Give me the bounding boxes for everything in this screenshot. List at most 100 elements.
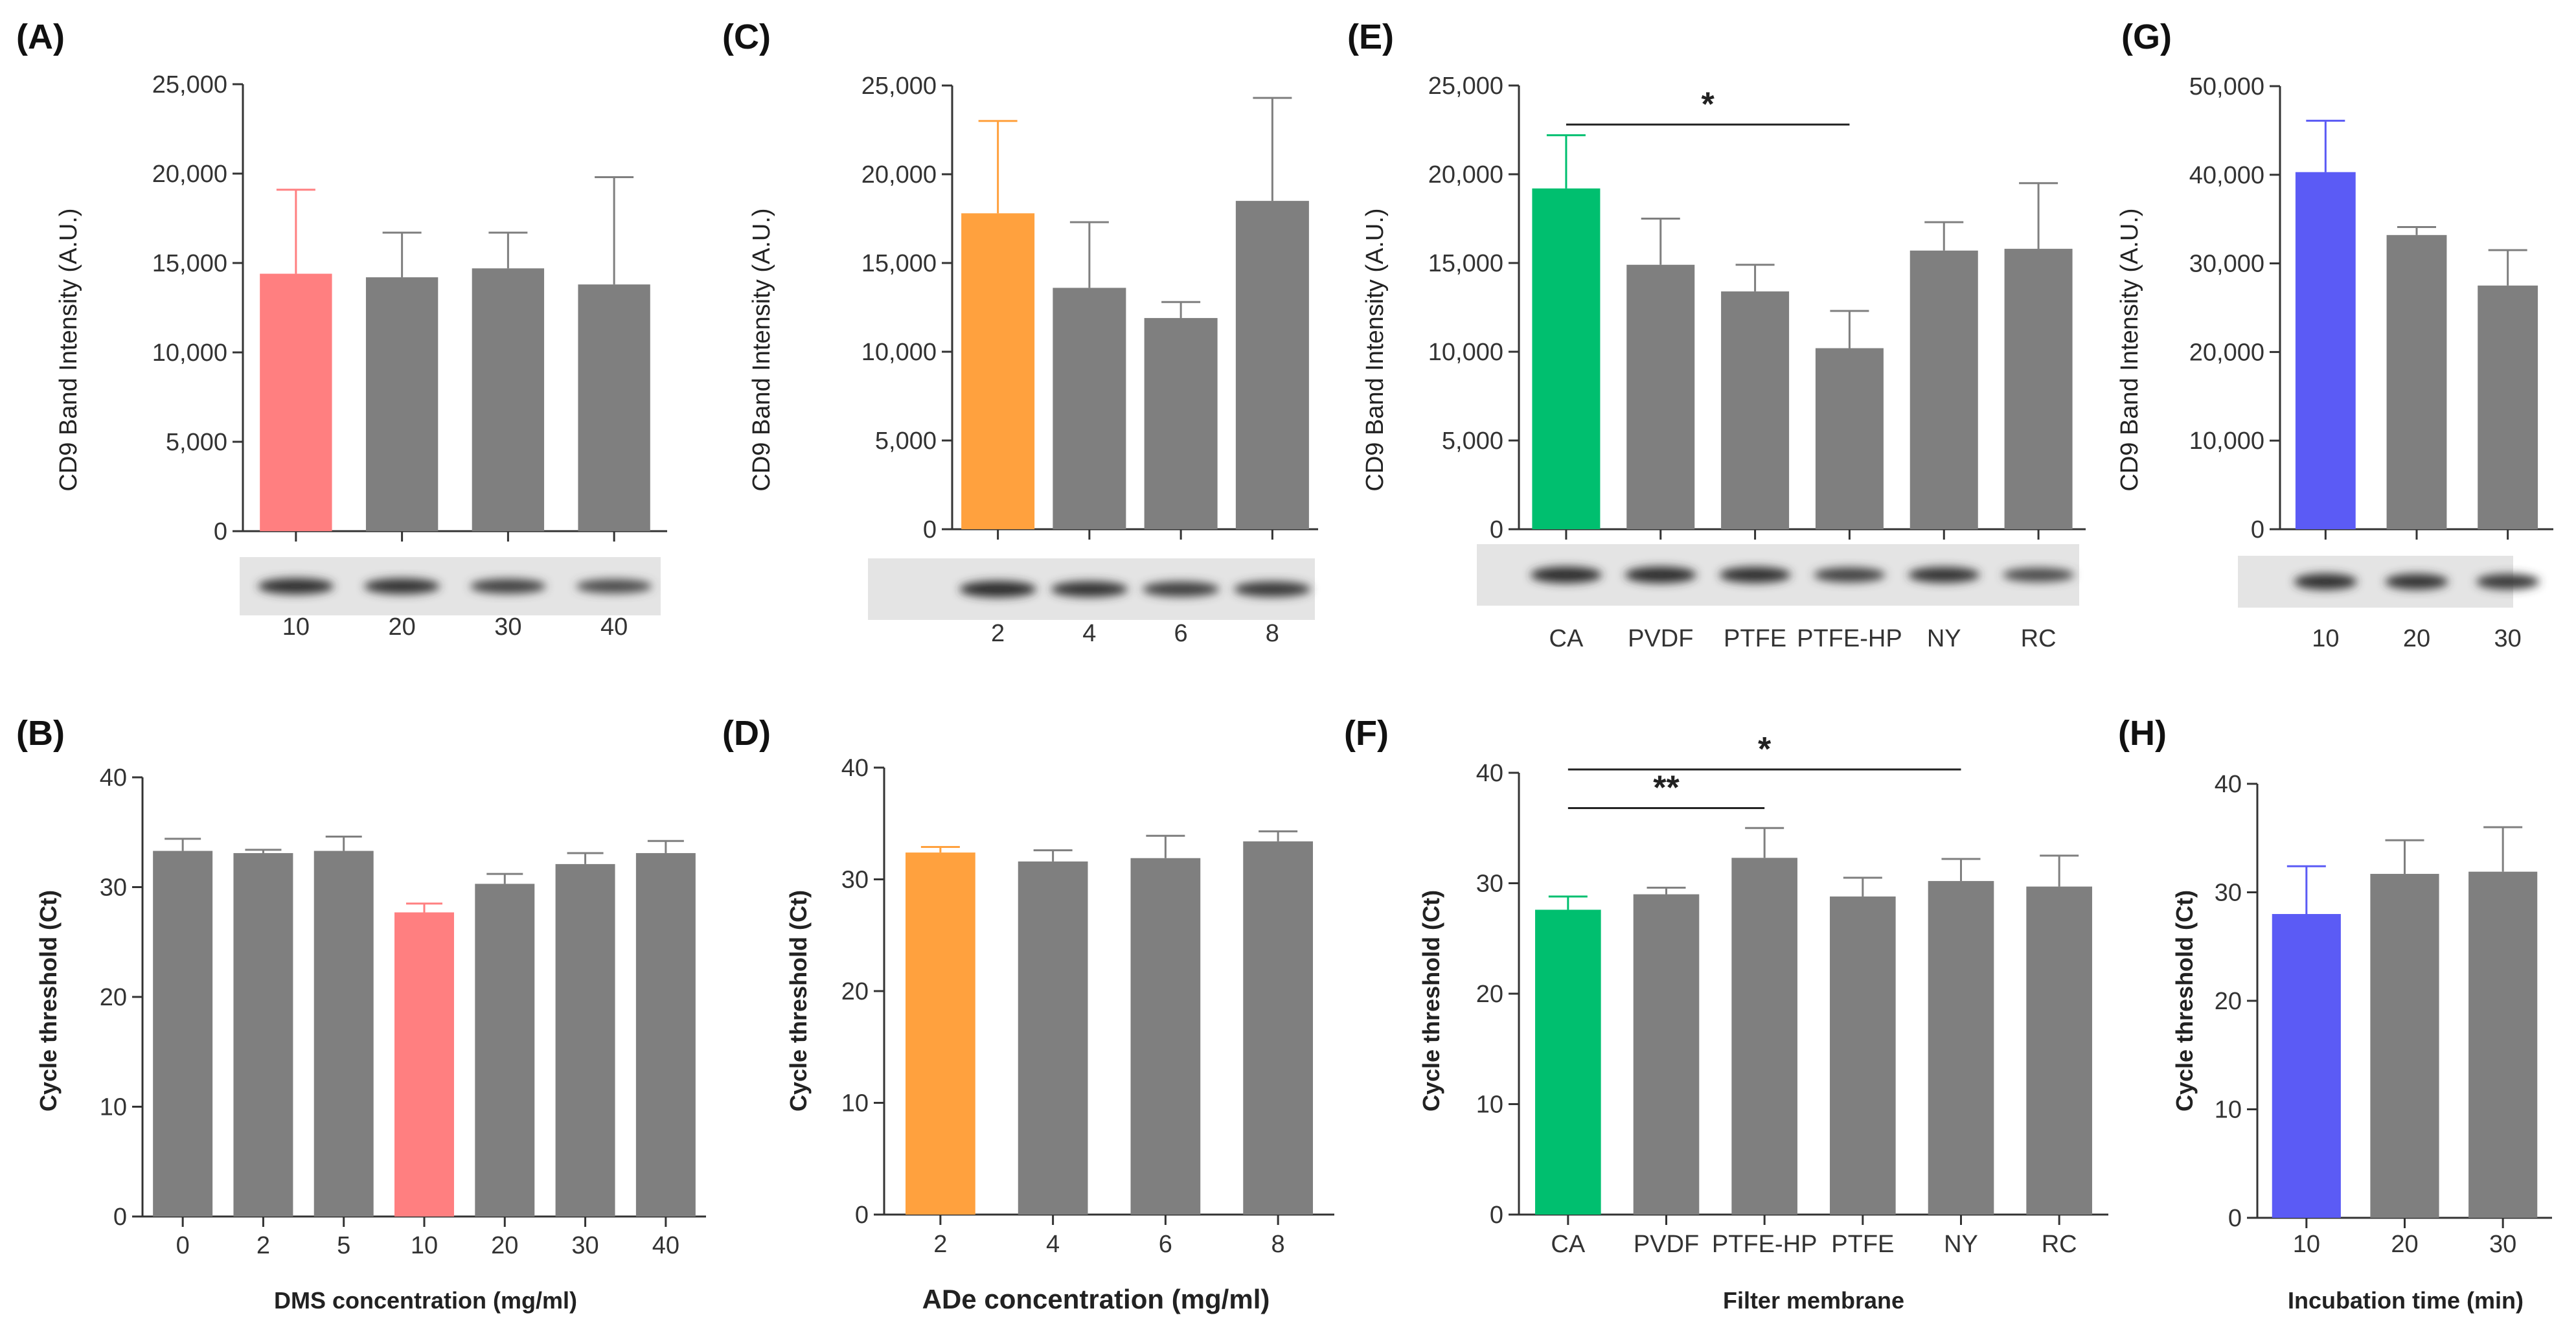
y-axis-label: Cycle threshold (Ct) <box>785 890 812 1112</box>
y-tick-label: 15,000 <box>152 250 227 277</box>
bar <box>1018 861 1088 1215</box>
category-label: 4 <box>1046 1231 1060 1258</box>
bar <box>1243 841 1313 1215</box>
y-tick-label: 10 <box>100 1094 127 1121</box>
y-axis-label: Cycle threshold (Ct) <box>1418 890 1444 1112</box>
bar <box>2478 285 2538 529</box>
bar <box>1633 894 1700 1215</box>
y-tick-label: 0 <box>855 1202 869 1229</box>
blot-band <box>470 578 546 594</box>
category-label: 20 <box>2391 1231 2418 1258</box>
category-label: 30 <box>494 613 521 641</box>
category-label: 5 <box>337 1232 350 1259</box>
y-tick-label: 30 <box>2215 880 2242 907</box>
bar <box>1731 858 1797 1215</box>
bar <box>555 863 615 1217</box>
category-label: 20 <box>388 613 415 641</box>
y-tick-label: 10,000 <box>861 339 937 366</box>
y-tick-label: 30,000 <box>2189 251 2264 278</box>
y-tick-label: 50,000 <box>2189 73 2264 100</box>
y-tick-label: 10 <box>841 1090 869 1117</box>
y-tick-label: 40,000 <box>2189 162 2264 189</box>
y-tick-label: 15,000 <box>861 250 937 277</box>
category-label: 4 <box>1082 620 1096 647</box>
bar <box>1626 264 1695 529</box>
blot-band <box>2002 567 2075 582</box>
category-label: 10 <box>411 1232 438 1259</box>
bar <box>2004 249 2073 529</box>
panel-label: (B) <box>16 714 65 753</box>
y-tick-label: 20,000 <box>861 161 937 189</box>
blot-band <box>2294 573 2358 590</box>
category-label: RC <box>2042 1231 2077 1258</box>
significance-mark: * <box>1702 86 1715 123</box>
blot-strip <box>2238 556 2513 608</box>
y-axis-label: CD9 Band Intensity (A.U.) <box>748 208 775 491</box>
bar <box>2386 234 2447 529</box>
panel-a: (A) 0 5,000 10,000 15,000 20,000 25,000 CD9 Ban… <box>16 17 667 641</box>
category-label: 0 <box>176 1232 190 1259</box>
bar <box>260 273 332 531</box>
y-tick-label: 5,000 <box>875 428 937 455</box>
bar <box>578 284 650 531</box>
category-label: RC <box>2021 625 2057 652</box>
y-axis-label: CD9 Band Intensity (A.U.) <box>1362 208 1389 491</box>
y-tick-label: 20 <box>841 978 869 1005</box>
y-tick-label: 10,000 <box>2189 428 2264 455</box>
y-tick-label: 20 <box>100 984 127 1011</box>
category-label: 2 <box>256 1232 270 1259</box>
bar <box>1144 317 1218 529</box>
category-label: 10 <box>282 613 310 641</box>
blot-band <box>1719 567 1791 583</box>
panel-b: (B) 0 10 20 30 40 Cycle threshold (Ct) 0 2 5 10 20 3… <box>16 714 706 1314</box>
bar <box>961 213 1035 529</box>
blot-band <box>1908 567 1980 583</box>
panel-g: (G) 0 10,000 20,000 30,000 40,000 50,000 CD9 Ba… <box>2116 17 2553 652</box>
panel-d: (D) 0 10 20 30 40 Cycle threshold (Ct) 2 4 6 8ADe … <box>722 714 1334 1314</box>
bar <box>2026 886 2092 1215</box>
bar <box>1815 348 1884 529</box>
y-tick-label: 5,000 <box>166 429 227 456</box>
y-tick-label: 10,000 <box>152 339 227 367</box>
category-label: 10 <box>2312 625 2339 652</box>
blot-band <box>1814 567 1886 582</box>
y-tick-label: 0 <box>923 516 937 543</box>
bar <box>2295 172 2356 529</box>
panel-c: (C) 0 5,000 10,000 15,000 20,000 25,000 CD9 Ban… <box>722 17 1318 647</box>
y-tick-label: 40 <box>2215 771 2242 798</box>
bar <box>394 912 454 1217</box>
y-tick-label: 0 <box>214 518 227 545</box>
bar <box>635 852 696 1217</box>
bar <box>2370 874 2439 1218</box>
category-label: PTFE <box>1724 625 1786 652</box>
bar <box>1535 909 1601 1215</box>
category-label: 6 <box>1174 620 1188 647</box>
category-label: 8 <box>1266 620 1279 647</box>
category-label: NY <box>1927 625 1961 652</box>
category-label: 30 <box>2494 625 2522 652</box>
category-label: 6 <box>1159 1231 1172 1258</box>
blot-band <box>258 578 334 595</box>
blot-band <box>1234 581 1311 597</box>
category-label: 40 <box>652 1232 679 1259</box>
category-label: PVDF <box>1628 625 1693 652</box>
y-tick-label: 40 <box>100 764 127 792</box>
bar <box>906 852 975 1215</box>
y-tick-label: 25,000 <box>152 71 227 98</box>
bar <box>1130 858 1201 1215</box>
bar <box>1053 288 1126 529</box>
category-label: NY <box>1944 1231 1978 1258</box>
y-axis-label: CD9 Band Intensity (A.U.) <box>55 208 82 491</box>
y-tick-label: 30 <box>100 874 127 902</box>
bar <box>472 268 545 531</box>
significance-mark: * <box>1758 731 1772 768</box>
category-label: CA <box>1549 625 1584 652</box>
bar <box>2468 871 2538 1218</box>
category-label: 30 <box>2489 1231 2516 1258</box>
significance-mark: ** <box>1653 770 1680 807</box>
blot-band <box>1051 581 1128 597</box>
panel-label: (H) <box>2118 714 2167 753</box>
bar <box>313 851 374 1217</box>
category-label: 20 <box>491 1232 518 1259</box>
